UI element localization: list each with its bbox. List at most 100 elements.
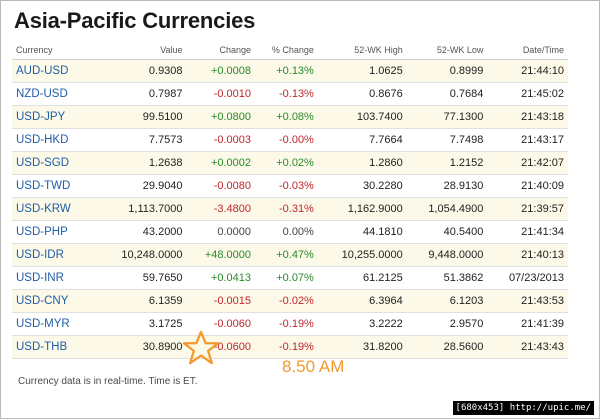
col-datetime-header: Date/Time <box>487 40 568 60</box>
currency-link[interactable]: USD-JPY <box>12 105 98 129</box>
value-cell: 7.7573 <box>97 128 187 152</box>
change-cell: +48.0000 <box>186 243 256 267</box>
currency-link[interactable]: USD-THB <box>12 335 98 359</box>
pct-change-cell: -0.31% <box>255 197 318 221</box>
datetime-cell: 21:41:39 <box>487 312 568 336</box>
col-52wk-high-header: 52-WK High <box>317 40 407 60</box>
currency-link[interactable]: USD-SGD <box>12 151 98 175</box>
low-cell: 7.7498 <box>406 128 488 152</box>
page-title: Asia-Pacific Currencies <box>14 8 256 33</box>
value-cell: 0.9308 <box>97 59 187 83</box>
value-cell: 10,248.0000 <box>97 243 187 267</box>
change-cell: +0.0413 <box>186 266 256 290</box>
table-row: USD-PHP 43.2000 0.0000 0.00% 44.1810 40.5400 2… <box>12 220 568 244</box>
table-row: USD-SGD 1.2638 +0.0002 +0.02% 1.2860 1.2152 21… <box>12 151 568 175</box>
low-cell: 0.8999 <box>406 59 488 83</box>
table-header-row: Currency Value Change % Change 52-WK Hig… <box>12 40 568 60</box>
value-cell: 6.1359 <box>97 289 187 313</box>
change-cell: -0.0080 <box>186 174 256 198</box>
datetime-cell: 21:43:53 <box>487 289 568 313</box>
change-cell: -3.4800 <box>186 197 256 221</box>
value-cell: 1.2638 <box>97 151 187 175</box>
datetime-cell: 21:44:10 <box>487 59 568 83</box>
table-row: USD-MYR 3.1725 -0.0060 -0.19% 3.2222 2.9570 21… <box>12 312 568 336</box>
datetime-cell: 21:43:17 <box>487 128 568 152</box>
high-cell: 1,162.9000 <box>317 197 407 221</box>
image-size-badge: [680x453] http://upic.me/ <box>452 401 594 415</box>
currency-link[interactable]: AUD-USD <box>12 59 98 83</box>
datetime-cell: 21:43:18 <box>487 105 568 129</box>
currency-link[interactable]: USD-CNY <box>12 289 98 313</box>
low-cell: 1.2152 <box>406 151 488 175</box>
table-row: USD-TWD 29.9040 -0.0080 -0.03% 30.2280 28.913… <box>12 174 568 198</box>
currency-link[interactable]: USD-INR <box>12 266 98 290</box>
high-cell: 10,255.0000 <box>317 243 407 267</box>
col-value-header: Value <box>97 40 187 60</box>
table-row: AUD-USD 0.9308 +0.0008 +0.13% 1.0625 0.8999 21… <box>12 59 568 83</box>
high-cell: 7.7664 <box>317 128 407 152</box>
high-cell: 44.1810 <box>317 220 407 244</box>
low-cell: 40.5400 <box>406 220 488 244</box>
high-cell: 31.8200 <box>317 335 407 359</box>
table-row: USD-THB 30.8900 -0.0600 -0.19% 31.8200 28.560… <box>12 335 568 359</box>
currency-link[interactable]: USD-HKD <box>12 128 98 152</box>
change-cell: -0.0003 <box>186 128 256 152</box>
table-row: USD-KRW 1,113.7000 -3.4800 -0.31% 1,162.9000… <box>12 197 568 221</box>
value-cell: 3.1725 <box>97 312 187 336</box>
datetime-cell: 21:45:02 <box>487 82 568 106</box>
pct-change-cell: -0.00% <box>255 128 318 152</box>
change-cell: +0.0800 <box>186 105 256 129</box>
table-row: USD-CNY 6.1359 -0.0015 -0.02% 6.3964 6.1203 21… <box>12 289 568 313</box>
col-pct-change-header: % Change <box>255 40 318 60</box>
currency-link[interactable]: NZD-USD <box>12 82 98 106</box>
high-cell: 103.7400 <box>317 105 407 129</box>
pct-change-cell: +0.02% <box>255 151 318 175</box>
high-cell: 30.2280 <box>317 174 407 198</box>
change-cell: 0.0000 <box>186 220 256 244</box>
currency-link[interactable]: USD-PHP <box>12 220 98 244</box>
datetime-cell: 21:40:09 <box>487 174 568 198</box>
pct-change-cell: -0.19% <box>255 312 318 336</box>
low-cell: 0.7684 <box>406 82 488 106</box>
pct-change-cell: -0.03% <box>255 174 318 198</box>
pct-change-cell: -0.13% <box>255 82 318 106</box>
change-cell: -0.0015 <box>186 289 256 313</box>
low-cell: 9,448.0000 <box>406 243 488 267</box>
change-cell: -0.0060 <box>186 312 256 336</box>
low-cell: 28.9130 <box>406 174 488 198</box>
low-cell: 6.1203 <box>406 289 488 313</box>
pct-change-cell: 0.00% <box>255 220 318 244</box>
col-52wk-low-header: 52-WK Low <box>406 40 488 60</box>
currency-link[interactable]: USD-TWD <box>12 174 98 198</box>
table-row: USD-IDR 10,248.0000 +48.0000 +0.47% 10,255.0… <box>12 243 568 267</box>
col-change-header: Change <box>186 40 256 60</box>
high-cell: 3.2222 <box>317 312 407 336</box>
table-row: USD-HKD 7.7573 -0.0003 -0.00% 7.7664 7.7498 21… <box>12 128 568 152</box>
high-cell: 61.2125 <box>317 266 407 290</box>
change-cell: +0.0002 <box>186 151 256 175</box>
datetime-cell: 07/23/2013 <box>487 266 568 290</box>
change-cell: +0.0008 <box>186 59 256 83</box>
pct-change-cell: +0.08% <box>255 105 318 129</box>
pct-change-cell: +0.13% <box>255 59 318 83</box>
data-footnote: Currency data is in real-time. Time is E… <box>18 376 198 387</box>
currency-link[interactable]: USD-IDR <box>12 243 98 267</box>
time-annotation: 8.50 AM <box>282 357 345 376</box>
value-cell: 59.7650 <box>97 266 187 290</box>
currency-link[interactable]: USD-MYR <box>12 312 98 336</box>
value-cell: 29.9040 <box>97 174 187 198</box>
col-currency-header: Currency <box>12 40 98 60</box>
pct-change-cell: +0.07% <box>255 266 318 290</box>
low-cell: 1,054.4900 <box>406 197 488 221</box>
low-cell: 2.9570 <box>406 312 488 336</box>
currency-table: Currency Value Change % Change 52-WK Hig… <box>12 40 568 359</box>
low-cell: 28.5600 <box>406 335 488 359</box>
currency-link[interactable]: USD-KRW <box>12 197 98 221</box>
low-cell: 77.1300 <box>406 105 488 129</box>
table-row: USD-JPY 99.5100 +0.0800 +0.08% 103.7400 77.13… <box>12 105 568 129</box>
value-cell: 30.8900 <box>97 335 187 359</box>
low-cell: 51.3862 <box>406 266 488 290</box>
datetime-cell: 21:41:34 <box>487 220 568 244</box>
table-row: USD-INR 59.7650 +0.0413 +0.07% 61.2125 51.386… <box>12 266 568 290</box>
datetime-cell: 21:43:43 <box>487 335 568 359</box>
